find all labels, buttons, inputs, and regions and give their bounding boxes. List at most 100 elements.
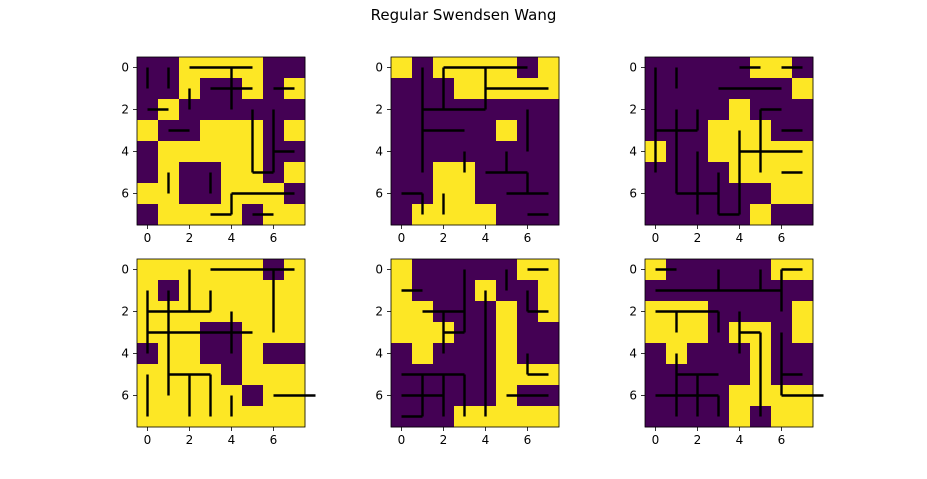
heatmap-cell	[412, 259, 434, 281]
heatmap-cell	[263, 322, 285, 344]
heatmap-cell	[792, 364, 814, 386]
heatmap-cell	[391, 343, 413, 365]
heatmap-cell	[284, 120, 306, 142]
heatmap-panel-0: 0 2 4 6 0 2 4 6	[121, 56, 306, 245]
heatmap-cell	[263, 204, 285, 226]
heatmap-panel-1: 0 2 4 6 0 2 4 6	[375, 56, 560, 245]
heatmap-cell	[200, 301, 222, 323]
heatmap-cell	[687, 204, 709, 226]
heatmap-cell	[771, 183, 793, 205]
heatmap-cell	[284, 204, 306, 226]
heatmap-cell	[412, 204, 434, 226]
heatmap-cell	[771, 204, 793, 226]
heatmap-cell	[729, 343, 751, 365]
y-tick-label: 6	[629, 389, 637, 403]
heatmap-cell	[771, 78, 793, 100]
y-tick-label: 4	[629, 145, 637, 159]
heatmap-cell	[137, 120, 159, 142]
heatmap-cell	[242, 385, 264, 407]
heatmap-cell	[792, 322, 814, 344]
heatmap-cell	[284, 78, 306, 100]
heatmap-cell	[242, 78, 264, 100]
heatmap-cell	[242, 322, 264, 344]
heatmap-cell	[792, 183, 814, 205]
heatmap-cell	[221, 280, 243, 302]
heatmap-cell	[517, 141, 539, 163]
heatmap-cell	[475, 406, 497, 428]
heatmap-cell	[242, 57, 264, 79]
heatmap-cell	[158, 406, 180, 428]
y-tick-label: 4	[629, 347, 637, 361]
heatmap-cell	[412, 162, 434, 184]
x-tick-label: 2	[694, 231, 702, 245]
heatmap-cell	[729, 99, 751, 121]
heatmap-cell	[666, 322, 688, 344]
axes-frame	[390, 56, 560, 226]
heatmap-cell	[792, 162, 814, 184]
heatmap-cell	[517, 57, 539, 79]
heatmap-cell	[538, 120, 560, 142]
heatmap-cell	[475, 204, 497, 226]
x-tick-label: 4	[482, 231, 490, 245]
y-tick-label: 2	[121, 103, 129, 117]
x-tick-label: 4	[736, 433, 744, 447]
heatmap-cell	[750, 57, 772, 79]
y-tick-label: 6	[121, 389, 129, 403]
axes-frame	[644, 258, 814, 428]
x-tick-label: 2	[694, 433, 702, 447]
heatmap-cell	[538, 162, 560, 184]
heatmap-cell	[263, 343, 285, 365]
x-tick-label: 0	[144, 231, 152, 245]
heatmap-cell	[242, 406, 264, 428]
x-tick-label: 0	[144, 433, 152, 447]
heatmap-cell	[433, 259, 455, 281]
heatmap-cell	[708, 322, 730, 344]
heatmap-cell	[708, 141, 730, 163]
heatmap-cell	[538, 343, 560, 365]
heatmap-cell	[454, 343, 476, 365]
heatmap-panel-5: 0 2 4 6 0 2 4 6	[629, 258, 824, 447]
heatmap-cell	[284, 280, 306, 302]
heatmap-cell	[200, 343, 222, 365]
heatmap-cell	[221, 406, 243, 428]
y-tick-label: 0	[375, 61, 383, 75]
heatmap-cell	[792, 259, 814, 281]
heatmap-cell	[687, 57, 709, 79]
heatmap-cell	[221, 141, 243, 163]
y-tick-label: 2	[121, 305, 129, 319]
heatmap-cell	[179, 141, 201, 163]
heatmap-cell	[179, 99, 201, 121]
heatmap-cell	[687, 120, 709, 142]
heatmap-cell	[221, 343, 243, 365]
heatmap-cell	[391, 99, 413, 121]
heatmap-cell	[200, 183, 222, 205]
heatmap-cell	[792, 120, 814, 142]
heatmap-cell	[687, 259, 709, 281]
heatmap-cell	[538, 78, 560, 100]
heatmap-cell	[179, 406, 201, 428]
heatmap-cell	[666, 406, 688, 428]
y-tick-label: 4	[375, 347, 383, 361]
x-tick-label: 6	[270, 231, 278, 245]
x-tick-label: 6	[778, 231, 786, 245]
heatmap-cell	[221, 99, 243, 121]
heatmap-cell	[433, 406, 455, 428]
heatmap-cell	[538, 322, 560, 344]
heatmap-cell	[538, 204, 560, 226]
heatmap-cell	[538, 406, 560, 428]
heatmap-cell	[158, 183, 180, 205]
heatmap-cell	[391, 120, 413, 142]
heatmap-cell	[284, 57, 306, 79]
heatmap-cell	[645, 204, 667, 226]
x-tick-label: 6	[270, 433, 278, 447]
heatmap-cell	[158, 204, 180, 226]
y-tick-label: 0	[629, 61, 637, 75]
x-tick-label: 0	[398, 231, 406, 245]
heatmap-cell	[475, 183, 497, 205]
heatmap-cell	[137, 141, 159, 163]
heatmap-cell	[391, 301, 413, 323]
heatmap-cell	[454, 78, 476, 100]
heatmap-cell	[454, 406, 476, 428]
heatmap-cell	[391, 57, 413, 79]
x-tick-label: 2	[186, 433, 194, 447]
